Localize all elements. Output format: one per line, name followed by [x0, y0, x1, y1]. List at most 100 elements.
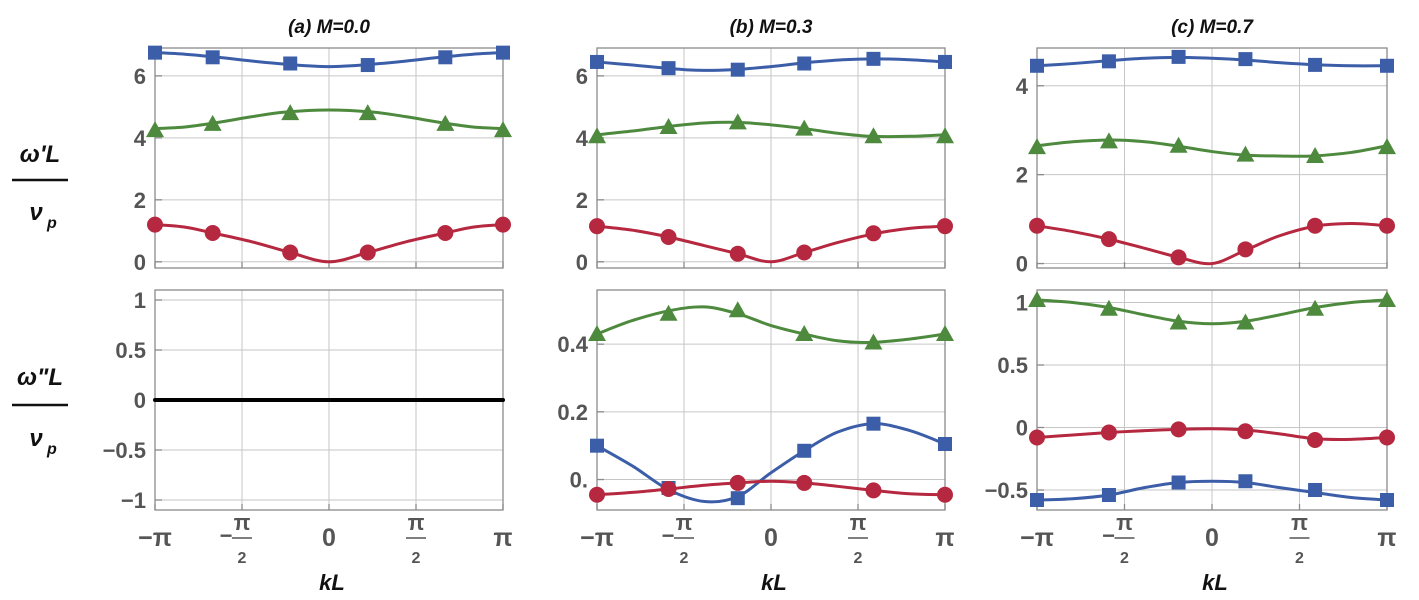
bottom-ylabel-numerator: ω"L: [17, 364, 63, 391]
panel-b-imaginary-xtick-label-den: 2: [854, 550, 863, 567]
panel-b-real-square-marker: [730, 62, 745, 77]
panel-b-real-circle-marker: [865, 225, 882, 242]
bottom-ylabel-denominator: ν: [29, 425, 43, 452]
panel-b-imaginary-square-marker: [590, 438, 604, 453]
panel-c-imaginary-xtick-label-den: 2: [1295, 550, 1304, 567]
panel-b-real-series-square-line: [595, 57, 947, 72]
panel-c-imaginary-xtick-label-num: π: [1116, 510, 1133, 535]
panel-c-real-square-marker: [1238, 52, 1253, 67]
bottom-ylabel-subscript: p: [46, 441, 57, 458]
panel-c-imaginary-xtick-label-sign: −: [1102, 523, 1115, 548]
panel-b-imaginary-triangle-marker: [659, 304, 678, 321]
panel-b-imaginary-square-marker: [797, 443, 812, 458]
panel-b-imaginary-xtick-label-num: π: [676, 510, 693, 535]
panel-b-imaginary-xtick-label-den: 2: [680, 550, 689, 567]
panel-b-imaginary-xtick-label: π2: [847, 510, 868, 567]
panel-c-imaginary-triangle-marker: [1028, 291, 1046, 307]
panel-c-real-title: (c) M=0.7: [1171, 17, 1254, 38]
panel-a-real-triangle-marker: [436, 114, 455, 131]
panel-b-imaginary-circle-marker: [729, 474, 746, 491]
panel-c-real-triangle-marker: [1378, 138, 1396, 155]
panel-c-imaginary-square-marker: [1380, 493, 1394, 507]
panel-c-real-series-square-line: [1035, 55, 1389, 68]
panel-c-imaginary-series-triangle-line: [1035, 298, 1389, 326]
panel-a-real-ytick-label: 2: [134, 188, 146, 213]
panel-c-imaginary-xtick-label: π: [1377, 524, 1396, 552]
panel-c-imaginary-triangle-marker: [1099, 299, 1118, 316]
panel-a-real-ytick-label: 0: [134, 250, 146, 275]
panel-c-imaginary-triangle-marker: [1378, 291, 1396, 307]
panel-a-imaginary-xtick-label-den: 2: [238, 550, 247, 567]
panel-c-imaginary-square-marker: [1308, 483, 1323, 497]
panel-b-imaginary-ytick-label: 0.: [570, 468, 588, 493]
panel-b-real-ytick-label: 6: [576, 64, 588, 89]
panel-c-imaginary-circle-marker: [1170, 421, 1187, 438]
panel-c-real-circle-marker: [1170, 249, 1187, 266]
panel-b-real-series-circle-line: [595, 224, 947, 264]
panel-b-imaginary-triangle-marker: [588, 325, 606, 341]
panel-a-imaginary-xtick-label-sign: −: [220, 523, 233, 548]
panel-b-real: 0 2 4 6 (b) M=0.3: [576, 17, 954, 275]
panel-a-imaginary-xtick-label: 0: [322, 524, 336, 552]
panel-a-real-ytick-label: 6: [134, 64, 146, 89]
panel-a-imaginary-xtick-label: π: [493, 524, 512, 552]
panel-a-imaginary-xtick-label: π2: [405, 510, 426, 567]
panel-b-real-square-marker: [590, 54, 604, 69]
panel-c-real-series-group: [1028, 49, 1396, 266]
panel-b-real-triangle-marker: [936, 127, 954, 144]
panel-b-real-circle-marker: [589, 218, 605, 235]
panel-b-real-grid: [596, 48, 946, 268]
panel-c-real-square-marker: [1380, 58, 1394, 73]
panel-b-imaginary-square-marker: [866, 416, 881, 431]
panel-c-real-triangle-marker: [1099, 132, 1118, 149]
panel-c-real-square-marker: [1030, 58, 1044, 73]
panel-a-real-circle-marker: [204, 224, 221, 241]
top-ylabel-denominator: ν: [29, 199, 43, 226]
panel-a-real-circle-marker: [359, 244, 376, 261]
panel-c-real-series-circle-line: [1035, 222, 1389, 266]
panel-b-imaginary-ytick-label: 0.2: [557, 400, 588, 425]
panel-c-imaginary-xtick-label: π2: [1289, 510, 1310, 567]
panel-c-real-triangle-marker: [1236, 145, 1255, 162]
panel-a-real-circle-marker: [147, 216, 163, 233]
top-ylabel-numerator: ω'L: [20, 141, 60, 168]
panel-a-real-ytick-label: 4: [134, 126, 147, 151]
panel-b-real-circle-marker: [729, 245, 746, 262]
panel-c-imaginary-square-marker: [1101, 488, 1116, 502]
panel-b-imaginary-circle-marker: [865, 482, 882, 499]
panel-c-real-triangle-marker: [1306, 147, 1325, 163]
panel-b-imaginary-triangle-marker: [795, 325, 814, 341]
panel-c-imaginary-series-circle-line: [1035, 427, 1389, 442]
panel-c-real-triangle-marker: [1028, 138, 1046, 155]
panel-c-imaginary-triangle-marker: [1306, 299, 1325, 316]
panel-c-imaginary-circle-marker: [1237, 423, 1254, 440]
panel-b-imaginary-series-square-line: [595, 422, 947, 504]
panel-c-imaginary-ytick-label: −0.5: [985, 478, 1028, 503]
panel-a-real-circle-marker: [495, 216, 511, 233]
panel-b-imaginary-ytick-label: 0.4: [557, 332, 588, 357]
panel-c-imaginary-triangle-marker: [1169, 313, 1188, 330]
panel-a-imaginary-ytick-label: −0.5: [103, 438, 146, 463]
panel-b-real-triangle-marker: [864, 127, 883, 144]
panel-c-imaginary-circle-marker: [1379, 429, 1395, 446]
panel-b-imaginary-xtick-label-num: π: [850, 510, 867, 535]
panel-c-real-square-marker: [1308, 57, 1323, 72]
panel-c-real-square-marker: [1101, 54, 1116, 69]
panel-b-real-square-marker: [661, 61, 676, 76]
panel-c-real-triangle-marker: [1169, 136, 1188, 153]
panel-c-real-ytick-label: 0: [1016, 252, 1028, 277]
panel-c-imaginary-xtick-label-den: 2: [1120, 550, 1129, 567]
panel-c-imaginary-ytick-label: 0: [1016, 416, 1028, 441]
panel-a-imaginary-xtick-label-num: π: [234, 510, 251, 535]
panel-a-real-square-marker: [360, 58, 375, 73]
panel-b-imaginary-series-group: [588, 301, 954, 506]
panel-b-imaginary-xtick-label: 0: [764, 524, 778, 552]
panel-b-real-series-group: [588, 51, 954, 264]
panel-b-real-circle-marker: [796, 244, 813, 261]
panel-b-real-ytick-label: 2: [576, 188, 588, 213]
panel-a-real-square-marker: [496, 45, 510, 60]
panel-c-real-circle-marker: [1237, 241, 1254, 258]
panel-c-imaginary-triangle-marker: [1236, 313, 1255, 330]
panel-a-imaginary-ytick-label: 1: [134, 288, 146, 313]
